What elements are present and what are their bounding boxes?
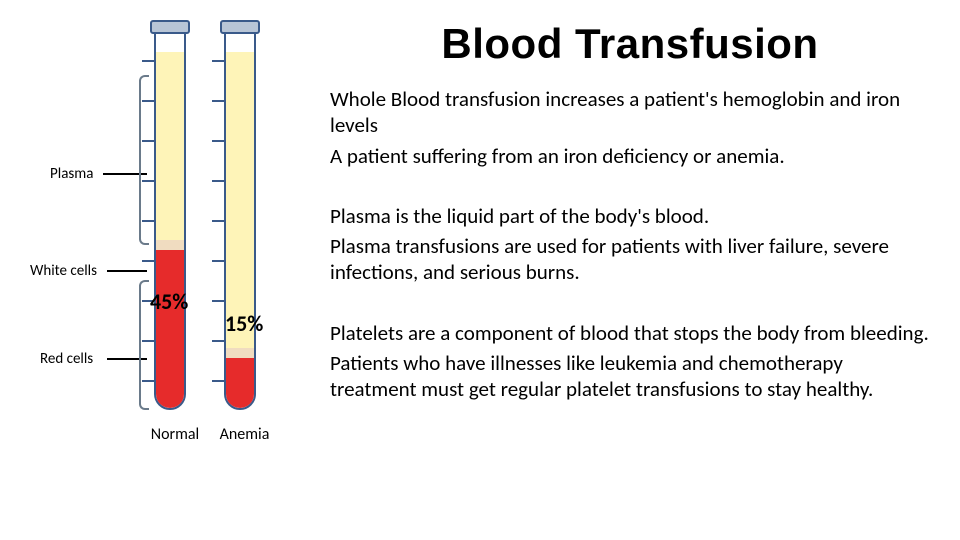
- tube-anemia-body: [224, 30, 256, 410]
- blood-tubes-diagram: Plasma White cells Red cells: [55, 20, 305, 500]
- label-plasma: Plasma: [50, 165, 93, 183]
- pct-anemia: 15%: [225, 310, 263, 337]
- tube-normal-cap: [150, 20, 190, 34]
- block-plasma: Plasma is the liquid part of the body's …: [330, 203, 930, 286]
- caption-anemia: Anemia: [217, 425, 272, 444]
- platelets-line2: Patients who have illnesses like leukemi…: [330, 350, 930, 403]
- platelets-line1: Platelets are a component of blood that …: [330, 320, 930, 346]
- caption-normal: Normal: [150, 425, 200, 444]
- tubes-row: [150, 20, 260, 420]
- slide-root: Plasma White cells Red cells: [0, 0, 960, 540]
- tube-normal: [150, 20, 190, 420]
- label-red-cells: Red cells: [40, 350, 93, 368]
- layer-plasma-anemia: [226, 52, 254, 348]
- whole-line1: Whole Blood transfusion increases a pati…: [330, 86, 930, 139]
- tube-anemia-gradations: [212, 30, 222, 410]
- layer-red-anemia: [226, 358, 254, 410]
- text-column: Blood Transfusion Whole Blood transfusio…: [330, 0, 960, 540]
- tube-anemia-cap: [220, 20, 260, 34]
- label-white-line: [107, 270, 147, 272]
- diagram-column: Plasma White cells Red cells: [0, 0, 330, 540]
- block-platelets: Platelets are a component of blood that …: [330, 320, 930, 403]
- tube-normal-gradations: [142, 30, 152, 410]
- layer-white-normal: [156, 240, 184, 250]
- plasma-line1: Plasma is the liquid part of the body's …: [330, 203, 930, 229]
- pct-normal: 45%: [150, 288, 188, 315]
- layer-white-anemia: [226, 348, 254, 358]
- page-title: Blood Transfusion: [330, 20, 930, 68]
- whole-line2: A patient suffering from an iron deficie…: [330, 143, 930, 169]
- tube-normal-body: [154, 30, 186, 410]
- block-whole-blood: Whole Blood transfusion increases a pati…: [330, 86, 930, 169]
- plasma-line2: Plasma transfusions are used for patient…: [330, 233, 930, 286]
- layer-red-normal: [156, 250, 184, 410]
- tube-anemia: [220, 20, 260, 420]
- label-white-cells: White cells: [30, 262, 97, 280]
- layer-plasma-normal: [156, 52, 184, 240]
